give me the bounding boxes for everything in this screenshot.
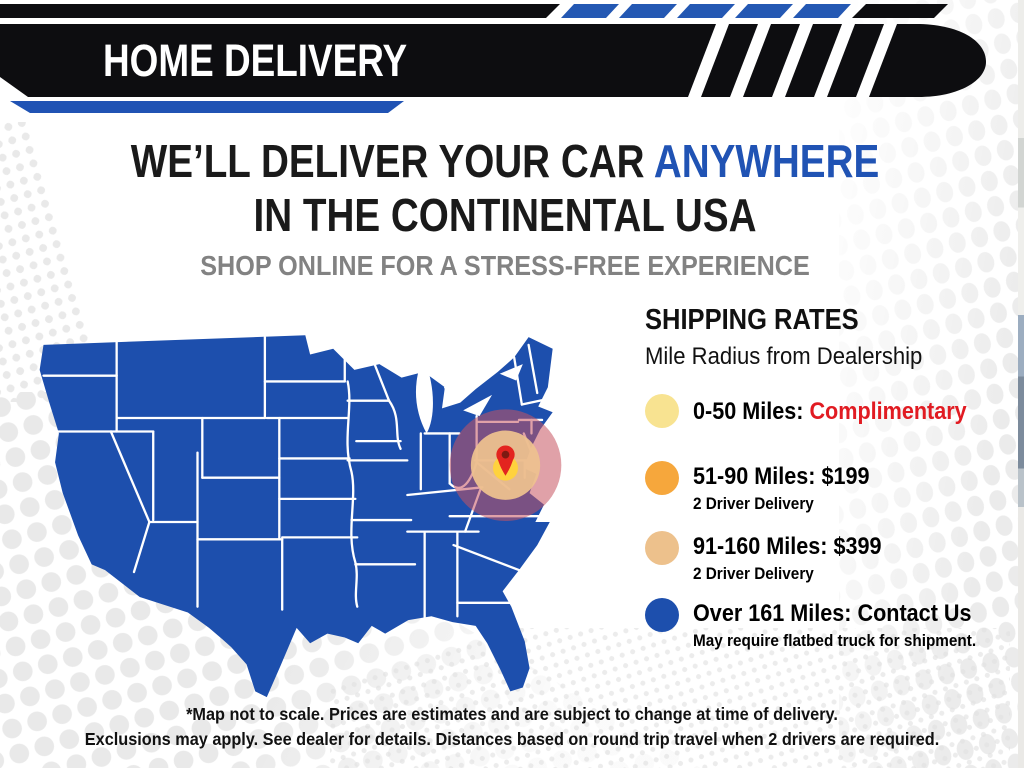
rate-row-51-90: 51-90 Miles: $199 2 Driver Delivery [645, 459, 889, 514]
banner-blue-underline [10, 101, 404, 113]
shipping-rates-title: SHIPPING RATES [645, 304, 859, 336]
headline-subtitle: SHOP ONLINE FOR A STRESS-FREE EXPERIENCE [200, 250, 810, 281]
right-edge-sliver [1018, 0, 1024, 768]
rate-row-over-161: Over 161 Miles: Contact Us May require f… [645, 596, 1008, 651]
headline-line2: IN THE CONTINENTAL USA [253, 189, 757, 241]
banner-top-blue-segments [561, 4, 851, 18]
shipping-rates-header: SHIPPING RATES Mile Radius from Dealersh… [645, 304, 1020, 371]
great-lakes [415, 364, 523, 434]
disclaimer-line2: Exclusions may apply. See dealer for det… [84, 729, 940, 749]
banner-top-stripe-tail [852, 4, 948, 18]
rate-row-0-50: 0-50 Miles: Complimentary [645, 394, 997, 428]
disclaimer-block: *Map not to scale. Prices are estimates … [0, 702, 1024, 752]
disclaimer-line1: *Map not to scale. Prices are estimates … [186, 704, 838, 724]
banner-diagonal-slashes [688, 24, 897, 97]
usa-map-svg [39, 335, 562, 698]
headline-line1-highlight: ANYWHERE [653, 135, 880, 187]
rate-highlight: Complimentary [809, 398, 967, 425]
rate-row-91-160: 91-160 Miles: $399 2 Driver Delivery [645, 529, 902, 584]
rate-label: 51-90 Miles: $199 [693, 463, 870, 490]
rate-label: Over 161 Miles: Contact Us [693, 600, 972, 627]
location-pin-icon [496, 445, 515, 476]
rate-note: May require flatbed truck for shipment. [693, 631, 977, 650]
shipping-rates-subtitle: Mile Radius from Dealership [645, 343, 923, 370]
rate-dot-tan-icon [645, 531, 679, 565]
banner-top-stripe [0, 4, 560, 18]
rate-label: 91-160 Miles: $399 [693, 533, 882, 560]
headline-line1-prefix: WE’LL DELIVER YOUR CAR [130, 135, 645, 187]
rate-note: 2 Driver Delivery [693, 564, 814, 583]
rate-dot-blue-icon [645, 598, 679, 632]
headline-block: WE’LL DELIVER YOUR CAR ANYWHERE IN THE C… [0, 134, 1010, 282]
rate-dot-yellow-icon [645, 394, 679, 428]
headline-line1: WE’LL DELIVER YOUR CAR ANYWHERE [81, 134, 929, 188]
rate-note: 2 Driver Delivery [693, 494, 814, 513]
rate-dot-orange-icon [645, 461, 679, 495]
header-banner-graphic [0, 4, 986, 113]
rate-label: 0-50 Miles: [693, 398, 804, 425]
banner-title: HOME DELIVERY [103, 34, 408, 86]
usa-map [24, 316, 602, 701]
state-borders [42, 336, 550, 620]
